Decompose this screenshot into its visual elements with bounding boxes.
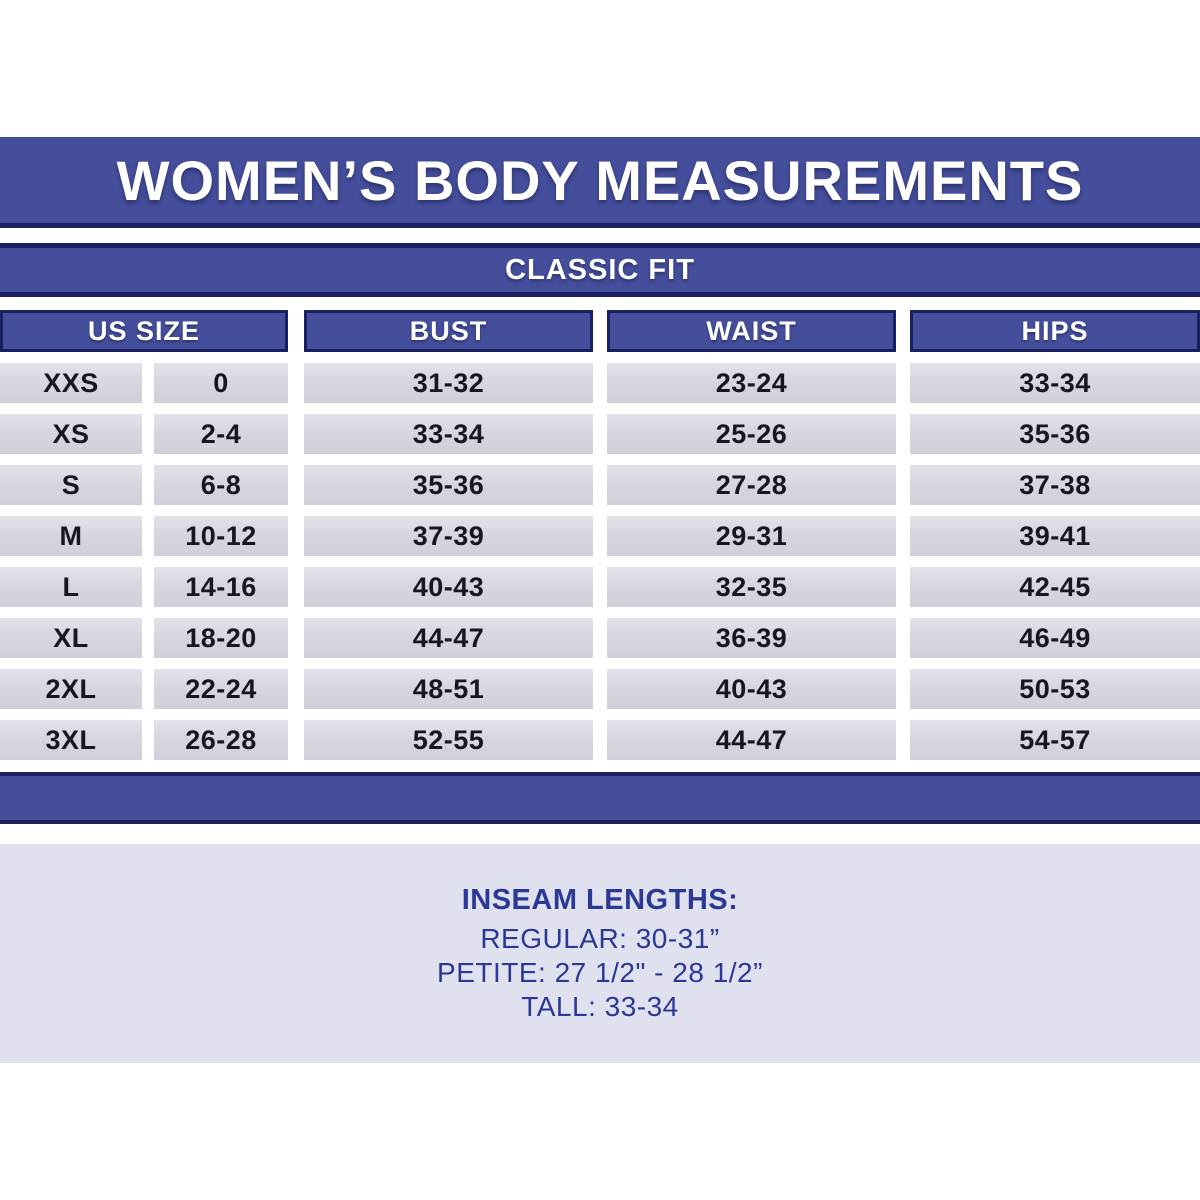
waist-cell: 25-26 — [607, 414, 896, 454]
title-band: WOMEN’S BODY MEASUREMENTS — [0, 137, 1200, 228]
page-title: WOMEN’S BODY MEASUREMENTS — [116, 148, 1084, 212]
size-cell: XS — [0, 414, 142, 454]
fit-band: CLASSIC FIT — [0, 243, 1200, 297]
waist-cell: 40-43 — [607, 669, 896, 709]
header-hips: HIPS — [910, 310, 1200, 352]
band-gap — [0, 228, 1200, 243]
hips-cell: 33-34 — [910, 363, 1200, 403]
us-cell: 2-4 — [154, 414, 288, 454]
bust-cell: 44-47 — [304, 618, 593, 658]
bust-cell: 31-32 — [304, 363, 593, 403]
inseam-petite: PETITE: 27 1/2" - 28 1/2” — [437, 957, 763, 988]
header-waist: WAIST — [607, 310, 896, 352]
hips-cell: 39-41 — [910, 516, 1200, 556]
size-cell: L — [0, 567, 142, 607]
size-table: US SIZE BUST WAIST HIPS XXS 0 31-32 23-2… — [0, 310, 1200, 760]
us-cell: 22-24 — [154, 669, 288, 709]
hips-cell: 46-49 — [910, 618, 1200, 658]
inseam-panel: INSEAM LENGTHS: REGULAR: 30-31” PETITE: … — [0, 844, 1200, 1063]
us-cell: 14-16 — [154, 567, 288, 607]
size-cell: XXS — [0, 363, 142, 403]
size-cell: M — [0, 516, 142, 556]
inseam-regular: REGULAR: 30-31” — [480, 923, 720, 954]
waist-cell: 32-35 — [607, 567, 896, 607]
us-cell: 10-12 — [154, 516, 288, 556]
waist-cell: 44-47 — [607, 720, 896, 760]
bust-cell: 52-55 — [304, 720, 593, 760]
hips-cell: 42-45 — [910, 567, 1200, 607]
divider-bar — [0, 772, 1200, 824]
us-cell: 6-8 — [154, 465, 288, 505]
waist-cell: 23-24 — [607, 363, 896, 403]
size-cell: S — [0, 465, 142, 505]
header-us-size: US SIZE — [0, 310, 288, 352]
bust-cell: 48-51 — [304, 669, 593, 709]
us-cell: 26-28 — [154, 720, 288, 760]
panel-gap — [0, 824, 1200, 844]
top-margin — [0, 0, 1200, 137]
size-cell: XL — [0, 618, 142, 658]
bust-cell: 40-43 — [304, 567, 593, 607]
hips-cell: 37-38 — [910, 465, 1200, 505]
inseam-tall: TALL: 33-34 — [521, 991, 679, 1022]
fit-label: CLASSIC FIT — [505, 253, 695, 286]
bust-cell: 35-36 — [304, 465, 593, 505]
size-cell: 2XL — [0, 669, 142, 709]
hips-cell: 54-57 — [910, 720, 1200, 760]
header-bust: BUST — [304, 310, 593, 352]
waist-cell: 36-39 — [607, 618, 896, 658]
waist-cell: 29-31 — [607, 516, 896, 556]
bust-cell: 37-39 — [304, 516, 593, 556]
size-cell: 3XL — [0, 720, 142, 760]
us-cell: 18-20 — [154, 618, 288, 658]
waist-cell: 27-28 — [607, 465, 896, 505]
us-cell: 0 — [154, 363, 288, 403]
hips-cell: 50-53 — [910, 669, 1200, 709]
inseam-heading: INSEAM LENGTHS: — [461, 884, 739, 916]
hips-cell: 35-36 — [910, 414, 1200, 454]
bust-cell: 33-34 — [304, 414, 593, 454]
